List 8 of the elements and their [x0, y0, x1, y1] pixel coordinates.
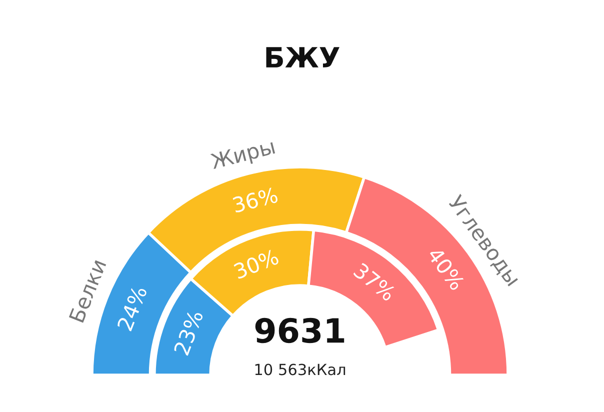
- data-label: 24%: [116, 285, 148, 332]
- slice-label: Жиры: [210, 138, 276, 174]
- data-label: 30%: [233, 248, 280, 280]
- chart-title: БЖУ: [266, 47, 340, 68]
- text: 9631: [255, 318, 344, 344]
- text: 10 563кКал: [255, 364, 346, 376]
- data-label: 36%: [232, 186, 278, 213]
- data-label: 23%: [173, 309, 204, 356]
